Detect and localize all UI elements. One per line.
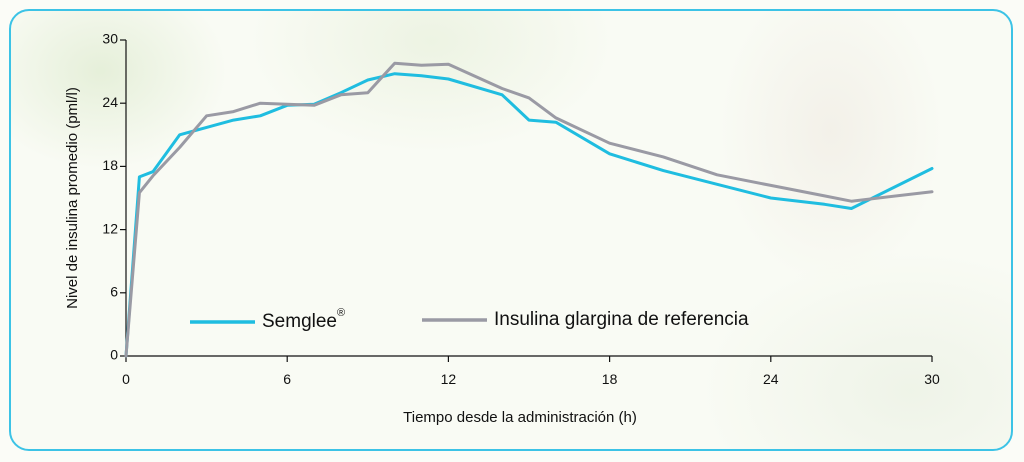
x-tick-label: 30 [924,371,940,387]
series-lines [124,61,934,358]
y-tick-label: 6 [110,284,118,300]
x-tick-label: 0 [122,371,130,387]
x-axis: 0 6 12 18 24 30 [122,355,940,387]
legend-label-semglee: Semglee® [262,307,345,332]
y-tick-label: 30 [102,31,118,47]
x-tick-label: 12 [441,371,457,387]
x-axis-label: Tiempo desde la administración (h) [403,409,637,426]
legend-label-reference: Insulina glargina de referencia [494,309,749,330]
y-tick-label: 18 [102,157,118,173]
series-line-semglee [124,72,934,358]
legend: Semglee® Insulina glargina de referencia [190,307,749,332]
y-tick-label: 0 [110,347,118,363]
registered-mark: ® [337,307,345,319]
y-tick-label: 12 [102,220,118,236]
x-tick-label: 24 [763,371,779,387]
y-axis-label: Nivel de insulina promedio (pml/l) [64,87,81,309]
y-tick-label: 24 [102,94,118,110]
chart-frame [9,9,1013,451]
series-line-reference [124,61,934,358]
x-tick-label: 18 [602,371,618,387]
y-axis: 0 6 12 18 24 30 [102,31,127,363]
x-tick-label: 6 [283,371,291,387]
